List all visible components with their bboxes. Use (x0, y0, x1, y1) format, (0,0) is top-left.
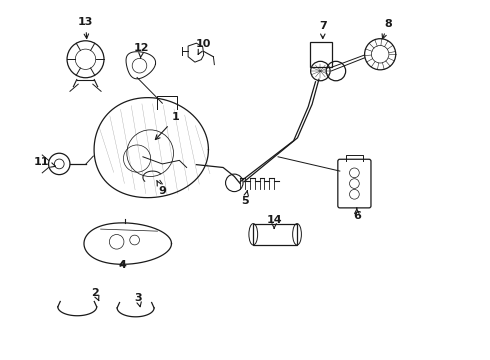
Text: 3: 3 (134, 293, 142, 307)
Text: 14: 14 (267, 215, 282, 228)
Text: 7: 7 (319, 21, 327, 39)
Bar (310, 42, 332, 67)
Text: 1: 1 (155, 112, 180, 140)
Text: 5: 5 (241, 191, 249, 206)
Bar (253, 224, 297, 245)
Text: 2: 2 (91, 288, 99, 301)
Text: 12: 12 (134, 43, 149, 58)
Text: 11: 11 (34, 157, 55, 167)
Text: 4: 4 (119, 260, 126, 270)
Text: 13: 13 (78, 17, 93, 39)
Text: 9: 9 (157, 180, 166, 196)
Text: 10: 10 (196, 39, 211, 54)
Text: 6: 6 (353, 208, 361, 221)
Text: 8: 8 (382, 18, 392, 39)
